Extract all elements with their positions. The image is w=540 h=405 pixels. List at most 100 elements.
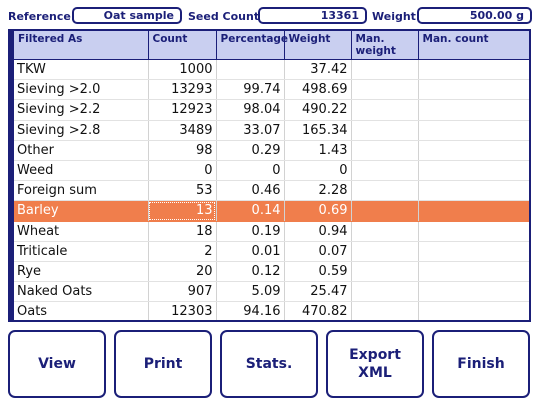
print-button[interactable]: Print — [114, 330, 212, 398]
cell-count[interactable]: 1000 — [148, 59, 217, 81]
cell-weight[interactable]: 490.22 — [284, 99, 352, 121]
weight-field[interactable]: 500.00 g — [417, 7, 532, 24]
cell-percentage[interactable]: 33.07 — [216, 120, 285, 141]
table-row[interactable]: Wheat 18 0.19 0.94 — [14, 221, 529, 242]
cell-filtered-as[interactable]: Other — [14, 140, 149, 161]
column-header-weight[interactable]: Weight — [284, 31, 352, 60]
cell-weight[interactable]: 0.07 — [284, 241, 352, 262]
cell-percentage[interactable]: 0.12 — [216, 261, 285, 283]
column-header-man-count[interactable]: Man. count — [418, 31, 529, 60]
cell-weight[interactable]: 25.47 — [284, 281, 352, 303]
cell-man-weight[interactable] — [351, 140, 419, 161]
cell-filtered-as[interactable]: Wheat — [14, 221, 149, 242]
cell-percentage[interactable] — [216, 59, 285, 81]
cell-man-count[interactable] — [418, 160, 529, 182]
table-row[interactable]: Oats 12303 94.16 470.82 — [14, 301, 529, 320]
view-button[interactable]: View — [8, 330, 106, 398]
cell-man-weight[interactable] — [351, 99, 419, 121]
table-row[interactable]: Sieving >2.0 13293 99.74 498.69 — [14, 79, 529, 101]
table-row[interactable]: Naked Oats 907 5.09 25.47 — [14, 281, 529, 303]
cell-percentage[interactable]: 0.01 — [216, 241, 285, 262]
cell-man-weight[interactable] — [351, 241, 419, 262]
cell-man-weight[interactable] — [351, 59, 419, 81]
cell-man-count[interactable] — [418, 301, 529, 320]
results-grid[interactable]: Filtered As Count Percentage Weight Man.… — [8, 29, 531, 322]
cell-count[interactable]: 13 — [148, 200, 217, 222]
cell-filtered-as[interactable]: Weed — [14, 160, 149, 182]
cell-man-weight[interactable] — [351, 281, 419, 303]
cell-man-count[interactable] — [418, 200, 529, 222]
cell-filtered-as[interactable]: Foreign sum — [14, 180, 149, 202]
cell-percentage[interactable]: 5.09 — [216, 281, 285, 303]
cell-man-count[interactable] — [418, 59, 529, 81]
table-row[interactable]: Foreign sum 53 0.46 2.28 — [14, 180, 529, 202]
cell-man-count[interactable] — [418, 180, 529, 202]
cell-weight[interactable]: 0.94 — [284, 221, 352, 242]
export-xml-button[interactable]: Export XML — [326, 330, 424, 398]
cell-man-weight[interactable] — [351, 160, 419, 182]
table-row[interactable]: Triticale 2 0.01 0.07 — [14, 241, 529, 262]
cell-man-count[interactable] — [418, 281, 529, 303]
cell-filtered-as[interactable]: TKW — [14, 59, 149, 81]
cell-count[interactable]: 2 — [148, 241, 217, 262]
reference-field[interactable]: Oat sample — [72, 7, 182, 24]
table-row[interactable]: Sieving >2.8 3489 33.07 165.34 — [14, 120, 529, 141]
cell-man-weight[interactable] — [351, 221, 419, 242]
cell-count[interactable]: 0 — [148, 160, 217, 182]
cell-percentage[interactable]: 98.04 — [216, 99, 285, 121]
cell-count[interactable]: 13293 — [148, 79, 217, 101]
cell-count[interactable]: 20 — [148, 261, 217, 283]
stats-button[interactable]: Stats. — [220, 330, 318, 398]
cell-percentage[interactable]: 0.46 — [216, 180, 285, 202]
cell-man-count[interactable] — [418, 261, 529, 283]
cell-count[interactable]: 12923 — [148, 99, 217, 121]
cell-man-count[interactable] — [418, 79, 529, 101]
cell-man-count[interactable] — [418, 221, 529, 242]
column-header-man-weight[interactable]: Man. weight — [351, 31, 419, 60]
cell-count[interactable]: 3489 — [148, 120, 217, 141]
cell-percentage[interactable]: 0.14 — [216, 200, 285, 222]
cell-percentage[interactable]: 99.74 — [216, 79, 285, 101]
column-header-filtered-as[interactable]: Filtered As — [14, 31, 149, 60]
cell-weight[interactable]: 0 — [284, 160, 352, 182]
table-row[interactable]: TKW 1000 37.42 — [14, 59, 529, 81]
cell-percentage[interactable]: 0.29 — [216, 140, 285, 161]
cell-count[interactable]: 12303 — [148, 301, 217, 320]
cell-man-weight[interactable] — [351, 261, 419, 283]
cell-filtered-as[interactable]: Rye — [14, 261, 149, 283]
cell-filtered-as[interactable]: Barley — [14, 200, 149, 222]
cell-man-count[interactable] — [418, 120, 529, 141]
cell-filtered-as[interactable]: Sieving >2.8 — [14, 120, 149, 141]
cell-man-count[interactable] — [418, 99, 529, 121]
cell-man-weight[interactable] — [351, 180, 419, 202]
seed-count-field[interactable]: 13361 — [258, 7, 367, 24]
table-row[interactable]: Other 98 0.29 1.43 — [14, 140, 529, 161]
cell-percentage[interactable]: 94.16 — [216, 301, 285, 320]
cell-filtered-as[interactable]: Naked Oats — [14, 281, 149, 303]
cell-weight[interactable]: 37.42 — [284, 59, 352, 81]
table-row[interactable]: Weed 0 0 0 — [14, 160, 529, 182]
cell-percentage[interactable]: 0.19 — [216, 221, 285, 242]
cell-man-count[interactable] — [418, 140, 529, 161]
cell-percentage[interactable]: 0 — [216, 160, 285, 182]
cell-weight[interactable]: 498.69 — [284, 79, 352, 101]
table-row[interactable]: Barley 13 0.14 0.69 — [14, 200, 529, 222]
cell-filtered-as[interactable]: Triticale — [14, 241, 149, 262]
table-row[interactable]: Sieving >2.2 12923 98.04 490.22 — [14, 99, 529, 121]
finish-button[interactable]: Finish — [432, 330, 530, 398]
cell-filtered-as[interactable]: Sieving >2.2 — [14, 99, 149, 121]
cell-man-weight[interactable] — [351, 200, 419, 222]
cell-count[interactable]: 907 — [148, 281, 217, 303]
cell-weight[interactable]: 2.28 — [284, 180, 352, 202]
cell-man-weight[interactable] — [351, 120, 419, 141]
cell-filtered-as[interactable]: Oats — [14, 301, 149, 320]
cell-weight[interactable]: 165.34 — [284, 120, 352, 141]
cell-count[interactable]: 18 — [148, 221, 217, 242]
cell-filtered-as[interactable]: Sieving >2.0 — [14, 79, 149, 101]
cell-man-count[interactable] — [418, 241, 529, 262]
cell-man-weight[interactable] — [351, 79, 419, 101]
table-row[interactable]: Rye 20 0.12 0.59 — [14, 261, 529, 283]
column-header-percentage[interactable]: Percentage — [216, 31, 288, 60]
cell-weight[interactable]: 0.69 — [284, 200, 352, 222]
cell-weight[interactable]: 1.43 — [284, 140, 352, 161]
